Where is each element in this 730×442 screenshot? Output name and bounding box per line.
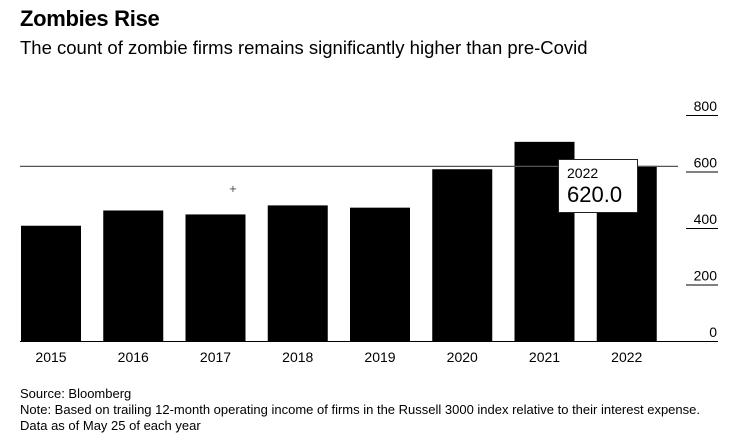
- chart-footer: Source: Bloomberg Note: Based on trailin…: [20, 386, 720, 434]
- x-tick-label-2020: 2020: [447, 349, 478, 365]
- methodology-note: Note: Based on trailing 12-month operati…: [20, 402, 700, 433]
- y-tick-label-400: 400: [694, 211, 718, 227]
- value-tooltip: 2022 620.0: [558, 159, 638, 213]
- tooltip-year: 2022: [567, 165, 599, 181]
- y-tick-label-0: 0: [709, 324, 717, 340]
- chart-subtitle: The count of zombie firms remains signif…: [20, 37, 588, 58]
- bar-2018: [267, 205, 328, 341]
- y-tick-label-200: 200: [694, 268, 718, 284]
- x-tick-label-2016: 2016: [118, 349, 149, 365]
- x-tick-label-2021: 2021: [529, 349, 560, 365]
- bar-2020: [432, 169, 493, 341]
- tooltip-value: 620.0: [567, 182, 623, 207]
- x-tick-label-2017: 2017: [200, 349, 231, 365]
- x-tick-label-2019: 2019: [364, 349, 395, 365]
- y-tick-label-600: 600: [694, 155, 718, 171]
- bar-2015: [21, 225, 81, 341]
- bar-2019: [350, 207, 410, 341]
- source-note: Source: Bloomberg: [20, 386, 132, 401]
- x-tick-label-2022: 2022: [611, 349, 642, 365]
- y-tick-label-800: 800: [694, 98, 718, 114]
- x-tick-label-2015: 2015: [35, 349, 66, 365]
- bar-2017: [185, 214, 246, 341]
- bar-2016: [103, 210, 164, 341]
- x-tick-label-2018: 2018: [282, 349, 313, 365]
- cursor-crosshair-icon: +: [229, 184, 237, 195]
- chart-title: Zombies Rise: [20, 6, 160, 31]
